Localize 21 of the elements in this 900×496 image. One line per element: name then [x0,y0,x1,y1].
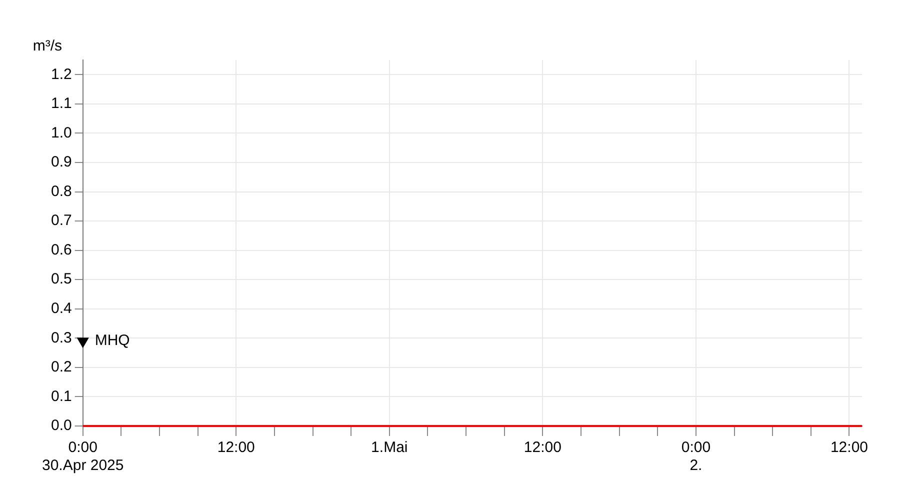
y-tick-label: 0.8 [50,182,72,200]
x-tick-label: 0:00 30.Apr 2025 [42,439,124,474]
x-tick-label: 12:00 [217,439,255,456]
y-tick-label: 0.9 [50,154,72,171]
y-tick-label: 0.4 [50,300,72,318]
y-tick-label: 0.2 [50,358,72,376]
y-tick-label: 1.2 [50,66,72,83]
series-label: MHQ [94,332,130,350]
y-tick-label: 1.0 [50,124,72,142]
x-tick-label: 12:00 [830,439,868,456]
y-tick-label: 0.1 [50,388,72,405]
y-tick-label: 0.7 [50,212,72,230]
x-tick-label: 0:00 2. [681,439,711,474]
x-tick-label: 1.Mai [371,439,408,456]
y-tick-label: 0.0 [50,417,72,434]
y-tick-label: 1.1 [50,95,72,112]
x-tick-label: 12:00 [524,439,562,456]
y-axis-title: m³/s [32,38,62,55]
y-tick-label: 0.3 [50,329,72,346]
y-tick-label: 0.5 [50,270,72,288]
y-tick-label: 0.6 [50,241,72,258]
